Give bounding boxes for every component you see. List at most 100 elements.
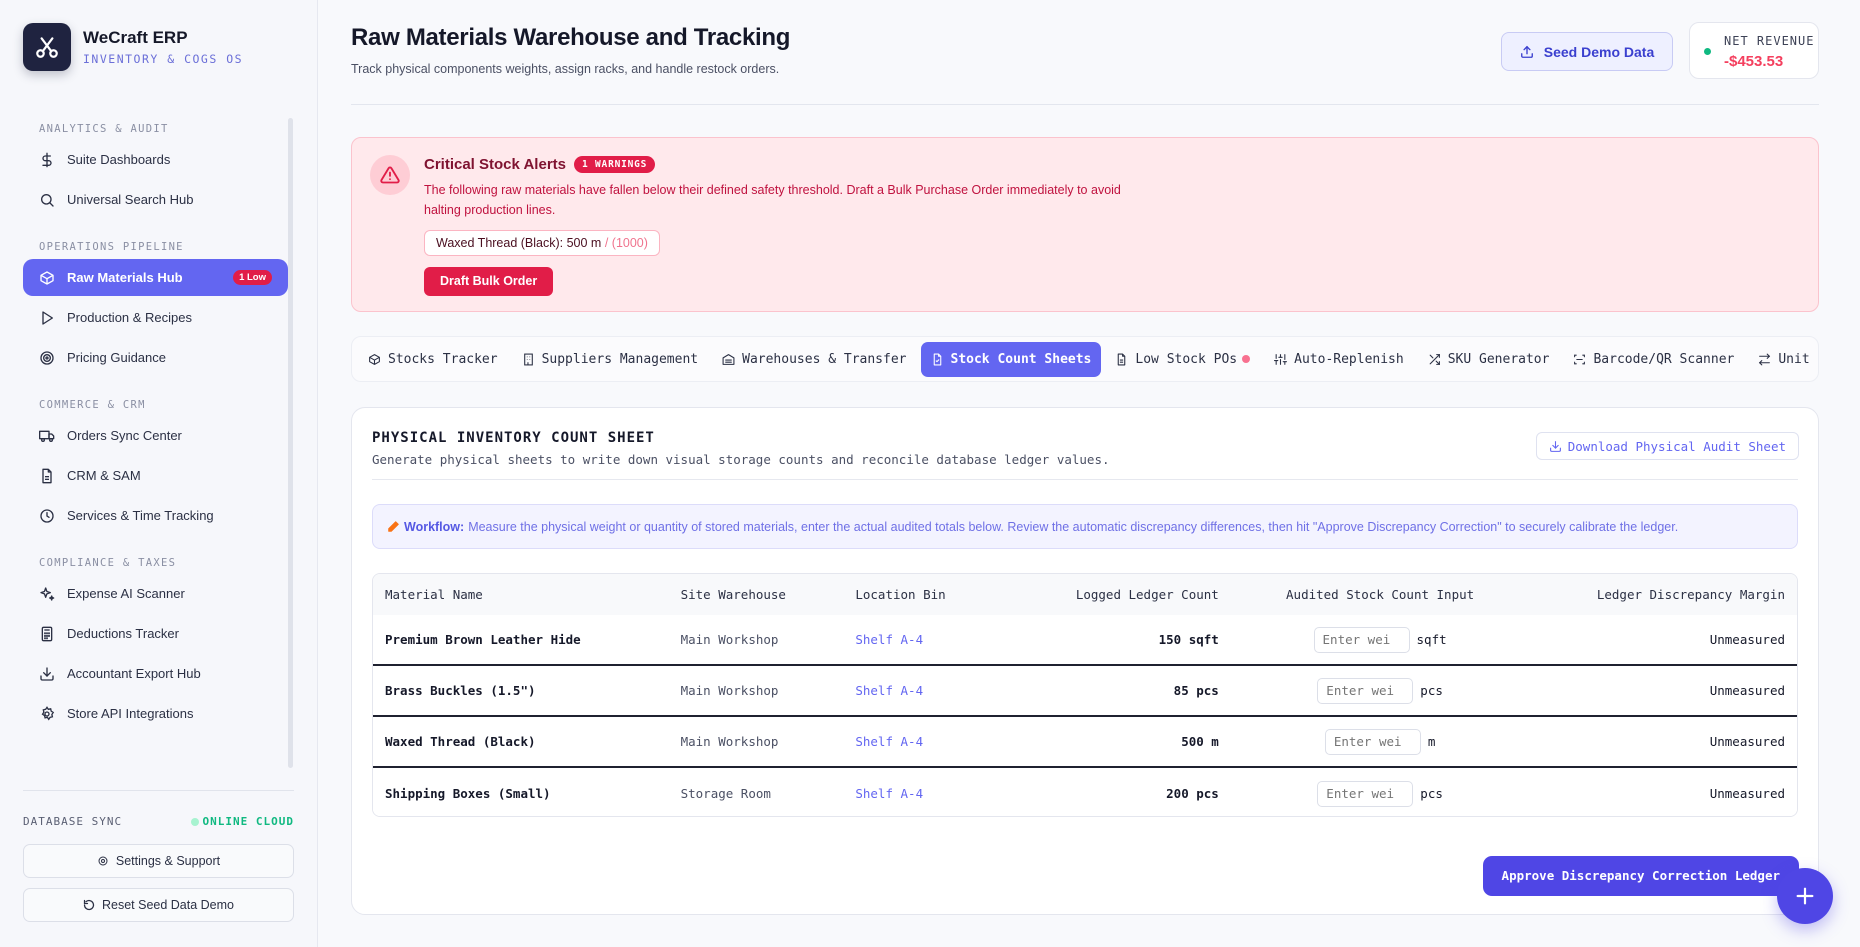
clock-icon [40, 508, 54, 523]
refresh-icon [83, 899, 95, 911]
download-icon [1549, 440, 1561, 452]
table-header: Material Name Site Warehouse Location Bi… [373, 574, 1797, 615]
brand[interactable]: WeCraft ERP INVENTORY & COGS OS [23, 23, 243, 71]
sidebar-item-expense-scanner[interactable]: Expense AI Scanner [23, 575, 288, 612]
material-name: Shipping Boxes (Small) [385, 786, 551, 801]
unit-label: m [1427, 734, 1436, 749]
audited-count-input[interactable] [1324, 728, 1421, 755]
download-audit-sheet-button[interactable]: Download Physical Audit Sheet [1535, 432, 1799, 460]
sidebar-item-pricing-guidance[interactable]: Pricing Guidance [23, 339, 288, 376]
low-stock-chip[interactable]: Waxed Thread (Black): 500 m / (1000) [424, 230, 660, 256]
sidebar-item-label: Production & Recipes [67, 310, 193, 325]
add-fab-button[interactable] [1777, 868, 1833, 924]
sidebar-item-label: Services & Time Tracking [67, 508, 214, 523]
sidebar: WeCraft ERP INVENTORY & COGS OS ANALYTIC… [0, 0, 318, 947]
tab-label: Warehouses & Transfer [742, 351, 907, 367]
audited-count-input[interactable] [1317, 780, 1414, 807]
sidebar-item-production-recipes[interactable]: Production & Recipes [23, 299, 288, 336]
card-title: PHYSICAL INVENTORY COUNT SHEET [372, 430, 655, 446]
ledger-count: 85 pcs [1173, 683, 1219, 698]
sidebar-item-universal-search[interactable]: Universal Search Hub [23, 181, 288, 218]
building-icon [523, 353, 533, 365]
reset-seed-button[interactable]: Reset Seed Data Demo [23, 888, 294, 922]
target-icon [40, 350, 54, 365]
low-stock-badge: 1 Low [233, 270, 272, 285]
tab-warehouses[interactable]: Warehouses & Transfer [712, 342, 916, 377]
sidebar-item-store-api[interactable]: Store API Integrations [23, 695, 288, 732]
tab-label: Stocks Tracker [388, 351, 498, 367]
material-name: Brass Buckles (1.5") [385, 683, 536, 698]
tab-label: Unit Converte [1778, 351, 1818, 367]
inventory-count-card: PHYSICAL INVENTORY COUNT SHEET Generate … [351, 407, 1819, 915]
tab-stocks-tracker[interactable]: Stocks Tracker [358, 342, 508, 377]
file-icon [42, 468, 52, 483]
tab-suppliers[interactable]: Suppliers Management [512, 342, 709, 377]
warning-triangle-icon [370, 155, 410, 195]
tab-unit-converter[interactable]: Unit Converte [1748, 342, 1818, 377]
column-header: Ledger Discrepancy Margin [1596, 587, 1785, 602]
sidebar-item-label: Universal Search Hub [67, 192, 194, 207]
nav-section-title: ANALYTICS & AUDIT [39, 123, 169, 135]
critical-stock-alert: Critical Stock Alerts 1 WARNINGS The fol… [351, 137, 1819, 312]
shuffle-icon [1429, 353, 1440, 365]
sidebar-item-accountant-export[interactable]: Accountant Export Hub [23, 655, 288, 692]
seed-demo-data-button[interactable]: Seed Demo Data [1501, 32, 1673, 71]
sidebar-item-label: Expense AI Scanner [67, 586, 185, 601]
audited-count-input[interactable] [1317, 677, 1414, 704]
brand-name: WeCraft ERP [83, 28, 188, 47]
truck-icon [39, 430, 55, 442]
net-revenue-label: NET REVENUE [1724, 34, 1815, 48]
tab-low-stock-pos[interactable]: Low Stock POs [1105, 342, 1260, 377]
location-bin[interactable]: Shelf A-4 [855, 734, 924, 749]
sidebar-scrollbar[interactable] [288, 118, 293, 768]
sidebar-item-orders-sync[interactable]: Orders Sync Center [23, 417, 288, 454]
table-row: Shipping Boxes (Small) Storage Room Shel… [373, 768, 1797, 816]
seed-demo-label: Seed Demo Data [1543, 43, 1655, 60]
sidebar-item-label: Suite Dashboards [67, 152, 171, 167]
sidebar-item-services-time[interactable]: Services & Time Tracking [23, 497, 288, 534]
alert-title: Critical Stock Alerts 1 WARNINGS [424, 156, 656, 173]
draft-bulk-order-button[interactable]: Draft Bulk Order [424, 267, 554, 296]
sidebar-item-raw-materials[interactable]: Raw Materials Hub 1 Low [23, 259, 288, 296]
location-bin[interactable]: Shelf A-4 [855, 683, 924, 698]
column-header: Logged Ledger Count [1075, 587, 1219, 602]
scan-icon [1574, 354, 1586, 364]
download-audit-label: Download Physical Audit Sheet [1567, 438, 1786, 454]
tab-label: Barcode/QR Scanner [1593, 351, 1735, 367]
nav-section-title: COMMERCE & CRM [39, 399, 146, 411]
gear-icon [98, 856, 108, 866]
warehouse-icon [722, 353, 735, 365]
settings-support-button[interactable]: Settings & Support [23, 844, 294, 878]
discrepancy-margin: Unmeasured [1709, 786, 1785, 801]
upload-icon [1520, 45, 1533, 58]
download-icon [40, 666, 54, 681]
tab-stock-count-sheets[interactable]: Stock Count Sheets [920, 341, 1102, 377]
sync-status: ONLINE CLOUD [190, 815, 294, 828]
plus-icon [1796, 887, 1814, 905]
tab-bar: Stocks Tracker Suppliers Management Ware… [351, 336, 1819, 382]
tab-auto-replenish[interactable]: Auto-Replenish [1264, 342, 1414, 377]
tab-barcode-scanner[interactable]: Barcode/QR Scanner [1563, 342, 1744, 377]
sidebar-item-deductions[interactable]: Deductions Tracker [23, 615, 288, 652]
site-warehouse: Main Workshop [680, 632, 779, 647]
sidebar-item-suite-dashboards[interactable]: Suite Dashboards [23, 141, 288, 178]
location-bin[interactable]: Shelf A-4 [855, 786, 924, 801]
tab-label: Suppliers Management [541, 351, 699, 367]
reset-seed-label: Reset Seed Data Demo [101, 898, 234, 912]
approve-discrepancy-button[interactable]: Approve Discrepancy Correction Ledger [1482, 856, 1799, 896]
notification-dot-icon [1242, 355, 1251, 363]
material-name: Premium Brown Leather Hide [385, 632, 581, 647]
sliders-icon [1274, 353, 1288, 365]
sidebar-item-crm-sam[interactable]: CRM & SAM [23, 457, 288, 494]
location-bin[interactable]: Shelf A-4 [855, 632, 924, 647]
card-divider [372, 479, 1798, 480]
material-name: Waxed Thread (Black) [385, 734, 536, 749]
tab-label: Low Stock POs [1135, 351, 1238, 367]
brand-subtitle: INVENTORY & COGS OS [83, 52, 244, 66]
unit-label: pcs [1420, 683, 1443, 698]
tab-sku-generator[interactable]: SKU Generator [1418, 342, 1560, 377]
alert-description: The following raw materials have fallen … [424, 183, 1121, 217]
audited-count-input[interactable] [1313, 626, 1410, 653]
net-revenue-value: -$453.53 [1724, 53, 1784, 70]
ledger-count: 200 pcs [1166, 786, 1219, 801]
